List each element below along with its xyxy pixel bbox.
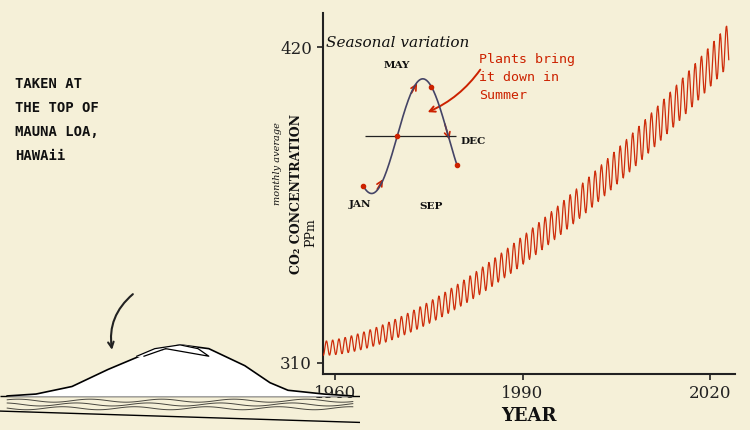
Text: DEC: DEC	[460, 138, 485, 146]
X-axis label: YEAR: YEAR	[501, 407, 556, 425]
Text: Plants bring
it down in
Summer: Plants bring it down in Summer	[478, 53, 574, 102]
Text: JAN: JAN	[349, 200, 371, 209]
Text: monthly average: monthly average	[273, 122, 282, 205]
Polygon shape	[136, 345, 209, 356]
Polygon shape	[8, 345, 352, 396]
Text: PPm: PPm	[304, 218, 318, 246]
Text: Seasonal variation: Seasonal variation	[326, 36, 470, 50]
Text: CO₂ CONCENTRATION: CO₂ CONCENTRATION	[290, 114, 303, 273]
Text: TAKEN AT
THE TOP OF
MAUNA LOA,
HAWAii: TAKEN AT THE TOP OF MAUNA LOA, HAWAii	[15, 77, 99, 163]
Text: SEP: SEP	[419, 202, 443, 211]
Text: MAY: MAY	[384, 61, 410, 70]
